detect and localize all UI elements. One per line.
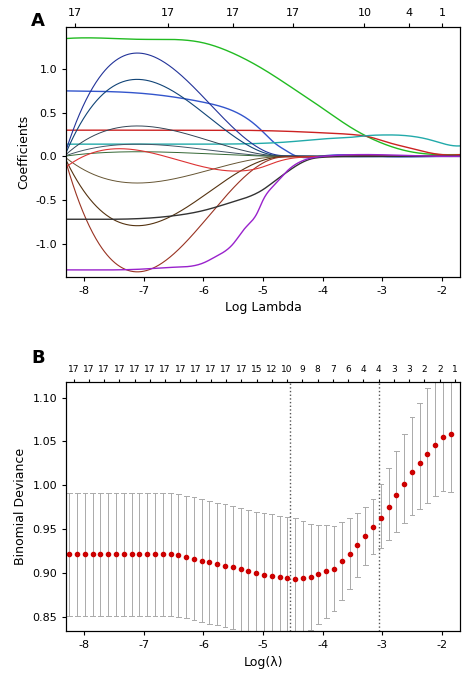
X-axis label: Log(λ): Log(λ) [243,656,283,669]
Text: A: A [31,12,45,30]
Text: B: B [31,349,45,367]
Y-axis label: Binomial Deviance: Binomial Deviance [14,448,27,565]
Y-axis label: Coefficients: Coefficients [17,115,30,189]
X-axis label: Log Lambda: Log Lambda [225,301,301,314]
